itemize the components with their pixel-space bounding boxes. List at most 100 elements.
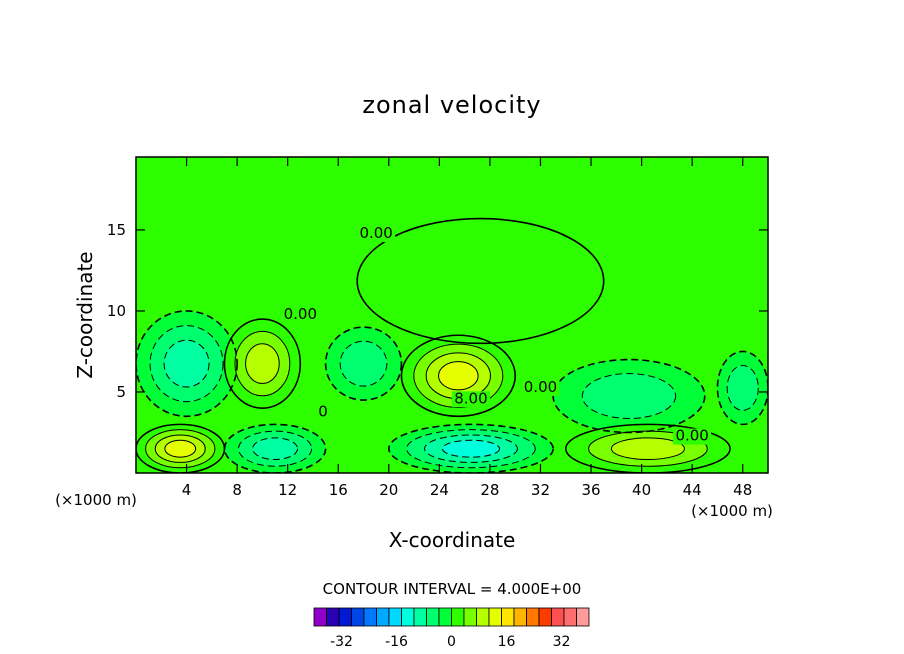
colorbar-swatch: [513, 607, 527, 627]
colorbar: [313, 607, 590, 627]
contour-band-0-0: [357, 218, 604, 344]
colorbar-swatch: [401, 607, 415, 627]
colorbar-swatch: [388, 607, 402, 627]
contour-band-3-1: [340, 341, 387, 387]
y-tick-label: 15: [107, 221, 126, 239]
colorbar-swatch: [463, 607, 477, 627]
contour-line-4-0: [400, 334, 517, 418]
y-axis-label: Z-coordinate: [73, 251, 97, 378]
contour-line-0-0: [356, 217, 605, 345]
contour-band-6-1: [727, 365, 759, 411]
contour-line-3-0: [324, 326, 403, 401]
x-tick-label: 40: [632, 481, 651, 499]
colorbar-swatch: [501, 607, 515, 627]
colorbar-swatch: [551, 607, 565, 627]
colorbar-swatch: [413, 607, 427, 627]
colorbar-tick-label: 32: [553, 634, 571, 650]
contour-line-1-0: [136, 310, 238, 418]
plot-frame: [135, 156, 769, 474]
contour-line-5-1: [581, 373, 677, 419]
colorbar-swatch: [426, 607, 440, 627]
x-tick-label: 48: [733, 481, 752, 499]
contour-label-bg: [316, 404, 330, 421]
x-unit-right: (×1000 m): [691, 502, 773, 520]
colorbar-swatch: [326, 607, 340, 627]
contour-line-8-1: [238, 430, 313, 467]
colorbar-swatch: [438, 607, 452, 627]
x-tick-label: 24: [430, 481, 449, 499]
contour-band-7-3: [164, 440, 196, 458]
x-tick-label: 4: [182, 481, 192, 499]
contour-label-bg: [521, 379, 560, 396]
colorbar-swatch: [488, 607, 502, 627]
contour-line-2-2: [245, 343, 280, 384]
contour-band-5-1: [582, 373, 676, 419]
colorbar-swatch: [338, 607, 352, 627]
contour-label-bg: [451, 391, 490, 408]
contour-line-7-3: [164, 439, 197, 458]
contour-line-6-1: [726, 364, 759, 411]
x-tick-label: 12: [278, 481, 297, 499]
colorbar-tick-label: -32: [330, 634, 353, 650]
contour-line-3-1: [339, 340, 388, 387]
contour-line-10-0: [564, 423, 731, 473]
y-tick-label: 10: [107, 302, 126, 320]
x-tick-label: 28: [480, 481, 499, 499]
y-tick-label: 5: [116, 383, 126, 401]
colorbar-swatch: [563, 607, 577, 627]
colorbar-swatch: [376, 607, 390, 627]
x-tick-label: 44: [683, 481, 702, 499]
x-tick-label: 20: [379, 481, 398, 499]
contour-band-10-2: [611, 437, 685, 460]
colorbar-swatch: [351, 607, 365, 627]
colorbar-tick-label: 16: [498, 634, 516, 650]
contour-label-bg: [673, 428, 712, 445]
contour-line-8-0: [223, 423, 327, 473]
colorbar-swatch: [538, 607, 552, 627]
contour-line-10-1: [588, 430, 708, 467]
contour-label: 0.00: [524, 378, 557, 396]
x-axis-label: X-coordinate: [389, 528, 516, 552]
contour-label: 0.00: [284, 305, 317, 323]
chart-title: zonal velocity: [362, 91, 541, 119]
colorbar-swatch: [313, 607, 327, 627]
contour-line-8-2: [252, 437, 299, 460]
contour-band-9-3: [442, 440, 500, 458]
colorbar-swatch: [451, 607, 465, 627]
contour-line-7-0: [136, 423, 226, 473]
colorbar-swatch: [576, 607, 590, 627]
contour-interval-text: CONTOUR INTERVAL = 4.000E+00: [323, 580, 582, 598]
x-tick-label: 32: [531, 481, 550, 499]
contour-line-9-1: [406, 429, 536, 469]
plot-area: [136, 157, 768, 473]
x-unit-left: (×1000 m): [55, 491, 137, 509]
contour-line-2-1: [234, 330, 291, 397]
contour-line-1-2: [163, 339, 210, 388]
contour-line-7-1: [145, 429, 216, 469]
contour-line-4-1: [413, 343, 504, 408]
x-tick-label: 16: [329, 481, 348, 499]
colorbar-swatch: [363, 607, 377, 627]
contour-band-4-3: [438, 361, 479, 390]
x-tick-label: 36: [581, 481, 600, 499]
contour-label-bg: [357, 226, 396, 243]
x-tick-label: 8: [232, 481, 242, 499]
contour-label: 0.00: [675, 427, 708, 445]
contour-band-2-2: [245, 343, 280, 384]
contour-line-9-3: [441, 439, 501, 458]
contour-line-4-3: [438, 361, 479, 391]
contour-line-10-2: [610, 437, 685, 460]
contour-line-7-2: [154, 434, 206, 463]
contour-label: 8.00: [454, 389, 487, 407]
contour-line-9-2: [424, 434, 518, 463]
contour-band-8-2: [252, 437, 298, 460]
contour-band-1-2: [164, 340, 210, 388]
contour-label: 0: [318, 402, 328, 420]
contour-line-1-1: [149, 325, 224, 403]
colorbar-swatch: [526, 607, 540, 627]
colorbar-tick-label: -16: [385, 634, 408, 650]
contour-label-bg: [281, 307, 320, 324]
contour-label: 0.00: [359, 224, 392, 242]
contour-line-2-0: [223, 318, 302, 409]
